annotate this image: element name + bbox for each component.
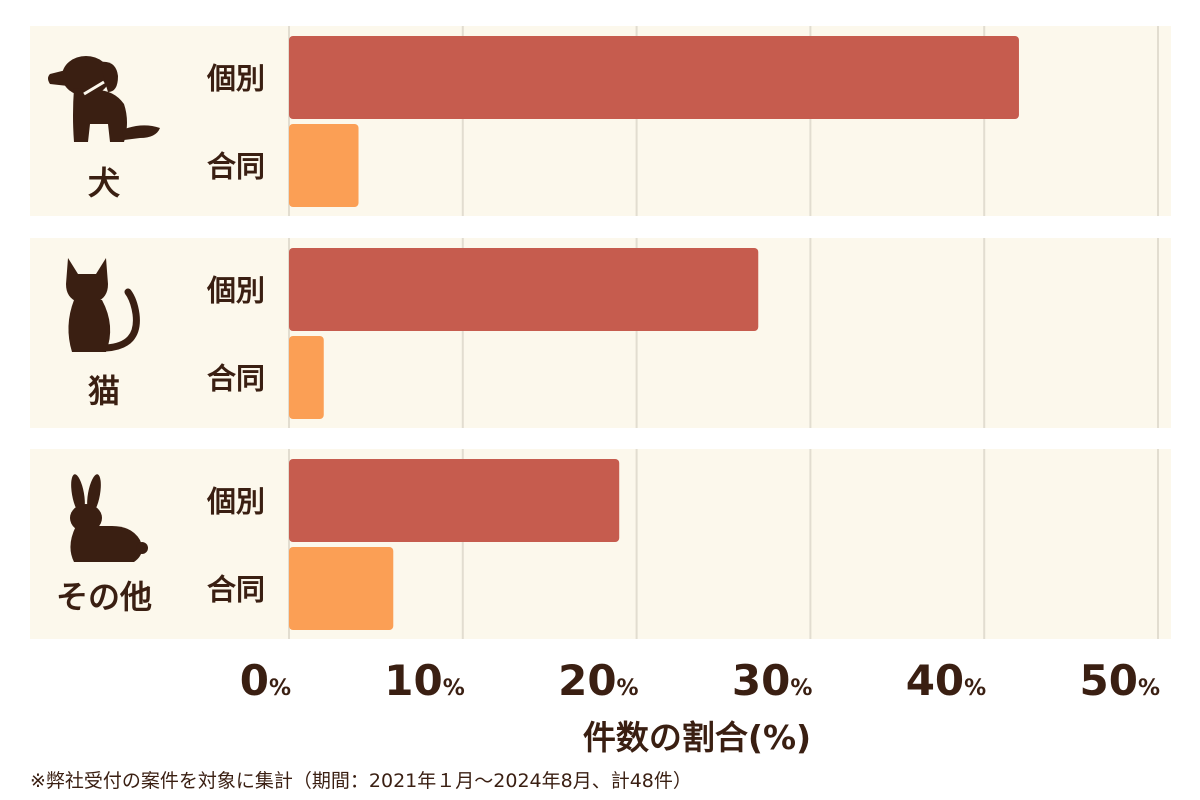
dog-icon <box>48 56 160 142</box>
bar-1-1 <box>289 336 324 419</box>
bar-0-1 <box>289 124 359 207</box>
cat-icon <box>66 258 140 352</box>
x-tick-label: 20% <box>558 656 639 705</box>
series-label: 合同 <box>207 573 265 607</box>
bar-2-1 <box>289 547 394 630</box>
category-label-dog: 犬 <box>88 164 120 202</box>
x-tick-label: 40% <box>906 656 986 705</box>
x-tick-label: 10% <box>384 656 465 705</box>
x-axis-title: 件数の割合(%) <box>583 718 811 757</box>
labels: 犬 猫 その他 <box>56 164 152 616</box>
footnote: ※弊社受付の案件を対象に集計（期間：2021年１月～2024年8月、計48件） <box>30 770 692 792</box>
x-tick-label: 0% <box>240 656 291 705</box>
bars <box>289 36 1019 630</box>
rabbit-icon <box>70 474 148 562</box>
x-tick-labels: 0% 10% 20% 30% 40% 50% <box>240 656 1160 705</box>
x-tick-label: 30% <box>732 656 813 705</box>
series-label: 合同 <box>207 150 265 184</box>
x-tick-label: 50% <box>1080 656 1161 705</box>
series-label: 個別 <box>206 485 265 519</box>
bar-0-0 <box>289 36 1019 119</box>
category-label-cat: 猫 <box>88 372 120 410</box>
bar-1-0 <box>289 248 759 331</box>
series-label: 個別 <box>206 62 265 96</box>
bar-2-0 <box>289 459 620 542</box>
series-label: 合同 <box>207 362 265 396</box>
category-label-other: その他 <box>56 578 152 616</box>
series-label: 個別 <box>206 274 265 308</box>
category-icons <box>48 56 160 562</box>
